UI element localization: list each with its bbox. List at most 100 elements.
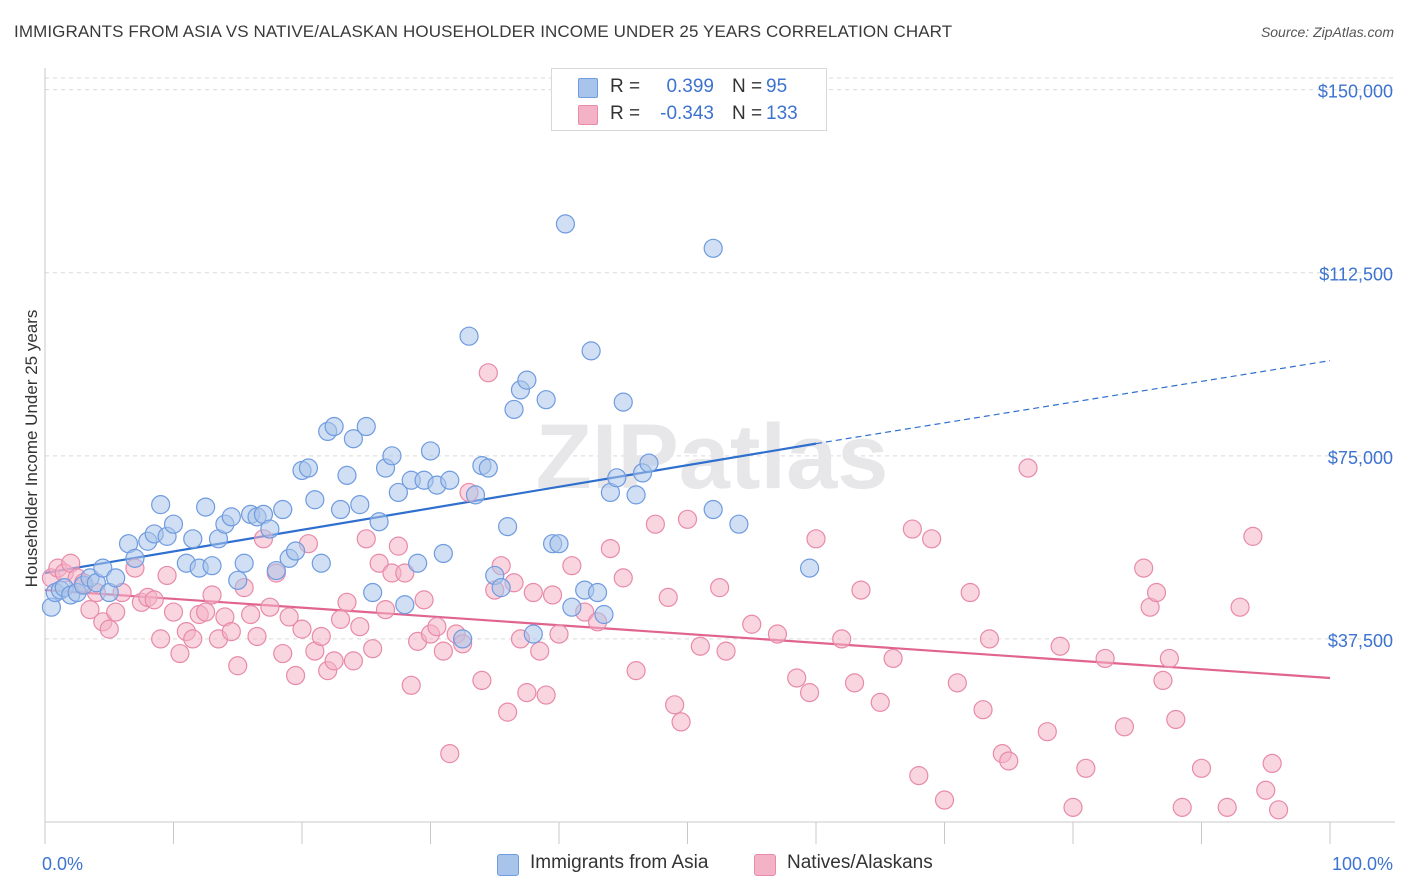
data-point-immigrants-from-asia xyxy=(395,595,415,615)
data-point-natives-alaskans xyxy=(311,626,331,647)
data-point-immigrants-from-asia xyxy=(305,490,325,510)
data-point-natives-alaskans xyxy=(414,590,434,610)
data-point-immigrants-from-asia xyxy=(639,453,659,473)
legend-n-value: 133 xyxy=(766,103,798,124)
data-point-immigrants-from-asia xyxy=(221,507,241,527)
data-point-immigrants-from-asia xyxy=(273,499,293,520)
data-point-immigrants-from-asia xyxy=(260,519,280,539)
legend-n-label: N = xyxy=(732,76,763,97)
data-point-natives-alaskans xyxy=(260,597,280,617)
data-point-natives-alaskans xyxy=(401,675,421,695)
data-point-natives-alaskans xyxy=(1018,458,1038,478)
data-point-natives-alaskans xyxy=(395,563,415,583)
data-point-immigrants-from-asia xyxy=(356,416,376,437)
data-point-natives-alaskans xyxy=(337,592,357,612)
x-tick-label: 0.0% xyxy=(42,854,83,874)
trend-line-extension xyxy=(815,360,1331,445)
data-point-natives-alaskans xyxy=(1159,648,1179,669)
data-point-natives-alaskans xyxy=(716,641,736,661)
data-point-natives-alaskans xyxy=(375,600,396,620)
data-point-natives-alaskans xyxy=(498,702,518,722)
data-point-immigrants-from-asia xyxy=(106,568,126,588)
data-point-immigrants-from-asia xyxy=(343,429,363,449)
data-point-natives-alaskans xyxy=(626,661,646,681)
data-point-immigrants-from-asia xyxy=(324,416,344,437)
data-point-natives-alaskans xyxy=(979,629,1000,649)
data-point-immigrants-from-asia xyxy=(420,441,441,461)
data-point-natives-alaskans xyxy=(1243,526,1263,546)
data-point-immigrants-from-asia xyxy=(298,458,319,478)
data-point-natives-alaskans xyxy=(228,656,248,676)
data-point-immigrants-from-asia xyxy=(234,553,254,573)
data-point-natives-alaskans xyxy=(1146,582,1167,603)
data-point-natives-alaskans xyxy=(170,643,190,664)
chart-title: IMMIGRANTS FROM ASIA VS NATIVE/ALASKAN H… xyxy=(14,22,953,41)
data-point-immigrants-from-asia xyxy=(266,560,286,581)
legend-n-label: N = xyxy=(732,103,763,124)
legend-n-value: 95 xyxy=(766,76,788,97)
data-point-natives-alaskans xyxy=(549,624,569,644)
data-point-immigrants-from-asia xyxy=(228,570,248,590)
data-point-natives-alaskans xyxy=(787,668,807,688)
data-point-natives-alaskans xyxy=(1256,780,1276,800)
data-point-natives-alaskans xyxy=(799,683,820,703)
data-point-natives-alaskans xyxy=(658,587,678,608)
legend-r-label: R = xyxy=(610,103,641,124)
data-point-immigrants-from-asia xyxy=(350,495,370,515)
data-point-natives-alaskans xyxy=(1191,758,1212,778)
axes xyxy=(44,68,1395,844)
data-point-natives-alaskans xyxy=(273,643,293,664)
data-point-immigrants-from-asia xyxy=(369,512,389,532)
data-point-natives-alaskans xyxy=(902,519,922,539)
data-point-natives-alaskans xyxy=(241,604,261,625)
data-point-natives-alaskans xyxy=(106,602,126,622)
y-axis-label: Householder Income Under 25 years xyxy=(22,310,41,588)
data-point-natives-alaskans xyxy=(710,578,730,598)
data-point-immigrants-from-asia xyxy=(799,558,820,578)
data-point-natives-alaskans xyxy=(690,636,710,656)
data-point-natives-alaskans xyxy=(433,641,453,661)
data-point-immigrants-from-asia xyxy=(330,499,351,520)
data-point-natives-alaskans xyxy=(851,580,871,600)
data-point-immigrants-from-asia xyxy=(363,582,383,603)
data-point-natives-alaskans xyxy=(196,602,216,622)
data-point-immigrants-from-asia xyxy=(703,499,723,520)
data-point-natives-alaskans xyxy=(999,751,1019,771)
data-point-natives-alaskans xyxy=(80,600,100,620)
data-point-natives-alaskans xyxy=(343,651,363,671)
data-point-natives-alaskans xyxy=(324,651,344,671)
data-point-immigrants-from-asia xyxy=(337,465,357,485)
series-immigrants-from-asia xyxy=(41,214,820,649)
legend-row-blue: R = 0.399 N = 95 xyxy=(552,74,826,100)
data-point-natives-alaskans xyxy=(934,790,955,810)
data-point-immigrants-from-asia xyxy=(202,556,222,576)
data-point-natives-alaskans xyxy=(440,744,460,764)
data-point-natives-alaskans xyxy=(844,673,865,693)
data-point-immigrants-from-asia xyxy=(196,497,216,517)
stats-legend: R = 0.399 N = 95 R = -0.343 N = 133 xyxy=(551,68,827,131)
trend-lines xyxy=(44,360,1331,680)
y-tick-label: $112,500 xyxy=(1319,265,1393,285)
data-point-immigrants-from-asia xyxy=(594,604,614,625)
data-point-natives-alaskans xyxy=(517,683,537,703)
data-point-natives-alaskans xyxy=(388,536,408,556)
y-tick-label: $37,500 xyxy=(1328,631,1393,651)
data-point-immigrants-from-asia xyxy=(523,624,543,644)
data-point-natives-alaskans xyxy=(221,621,241,642)
legend-label: Immigrants from Asia xyxy=(530,852,709,873)
data-point-natives-alaskans xyxy=(677,509,698,529)
data-point-natives-alaskans xyxy=(536,685,556,705)
data-point-immigrants-from-asia xyxy=(607,468,627,488)
tick-labels: $37,500 $75,000 $112,500 $150,000 0.0% 100.0%… xyxy=(22,82,1393,874)
data-point-natives-alaskans xyxy=(1076,758,1096,778)
data-point-natives-alaskans xyxy=(1153,670,1173,691)
data-point-natives-alaskans xyxy=(183,629,203,649)
data-point-natives-alaskans xyxy=(1063,797,1083,817)
data-point-natives-alaskans xyxy=(1166,709,1186,730)
data-point-natives-alaskans xyxy=(947,673,967,693)
data-point-natives-alaskans xyxy=(1230,597,1250,617)
data-point-natives-alaskans xyxy=(285,665,306,686)
data-point-immigrants-from-asia xyxy=(433,543,453,564)
data-point-natives-alaskans xyxy=(613,568,633,588)
